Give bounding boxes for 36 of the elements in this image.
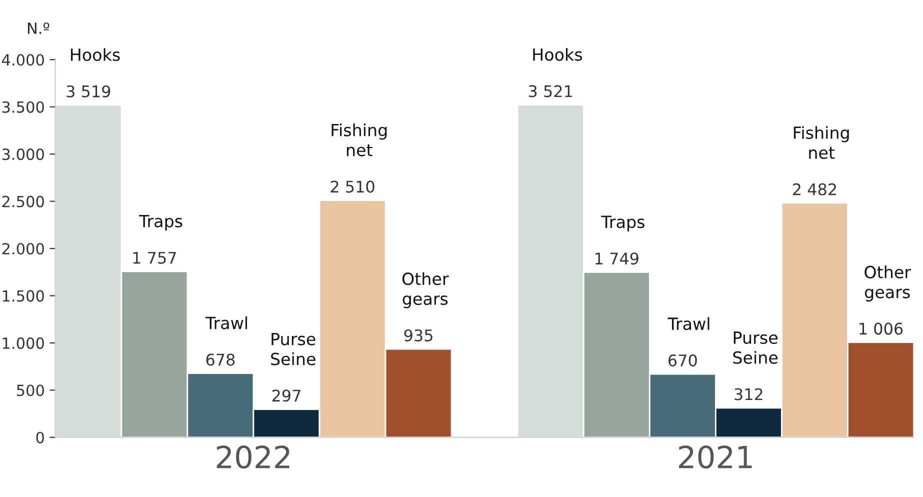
x-tick-label: Fishing net bbox=[332, 123, 387, 156]
x-tick-label: Purse Seine bbox=[733, 332, 778, 364]
y-tick-label: 2.500 bbox=[2, 196, 44, 208]
text: 2022 bbox=[216, 445, 290, 469]
x-tick-label: Purse Seine bbox=[271, 332, 316, 366]
x-tick-label: Other gears bbox=[402, 272, 449, 308]
data-label: 297 bbox=[272, 390, 300, 402]
x-tick-label: Hooks bbox=[533, 48, 582, 61]
y-tick-label: 4.000 bbox=[2, 54, 44, 66]
y-tick-label: 3.000 bbox=[2, 148, 44, 160]
data-label: 678 bbox=[206, 354, 235, 366]
y-axis-title: N.º bbox=[28, 22, 50, 34]
data-label: 2 482 bbox=[793, 183, 836, 196]
x-tick-label: Trawl bbox=[668, 317, 710, 330]
data-label: 935 bbox=[404, 329, 432, 342]
y-tick-label: 3.500 bbox=[2, 101, 44, 113]
data-label: 1 749 bbox=[596, 252, 638, 265]
x-tick-label: Traps bbox=[601, 216, 644, 232]
text: 2021 bbox=[679, 445, 752, 469]
x-tick-label: Fishing net bbox=[794, 126, 849, 159]
x-tick-label: Hooks bbox=[71, 48, 120, 62]
data-label: 3 519 bbox=[66, 85, 110, 98]
data-label: 1 757 bbox=[133, 252, 176, 264]
data-label: 1 006 bbox=[860, 322, 903, 335]
x-tick-label: Other gears bbox=[864, 266, 912, 302]
y-tick-label: 1.000 bbox=[2, 337, 44, 349]
x-tick-label: Traps bbox=[138, 215, 182, 231]
y-tick-label: 500 bbox=[16, 384, 44, 396]
data-label: 2 510 bbox=[330, 180, 374, 193]
y-tick-label: 0 bbox=[36, 432, 44, 444]
data-label: 312 bbox=[734, 388, 762, 400]
y-tick-label: 1.500 bbox=[2, 290, 44, 302]
y-tick-label: 2.000 bbox=[2, 242, 44, 255]
x-tick-label: Trawl bbox=[205, 316, 248, 330]
data-label: 670 bbox=[668, 354, 697, 366]
data-label: 3 521 bbox=[528, 85, 572, 98]
